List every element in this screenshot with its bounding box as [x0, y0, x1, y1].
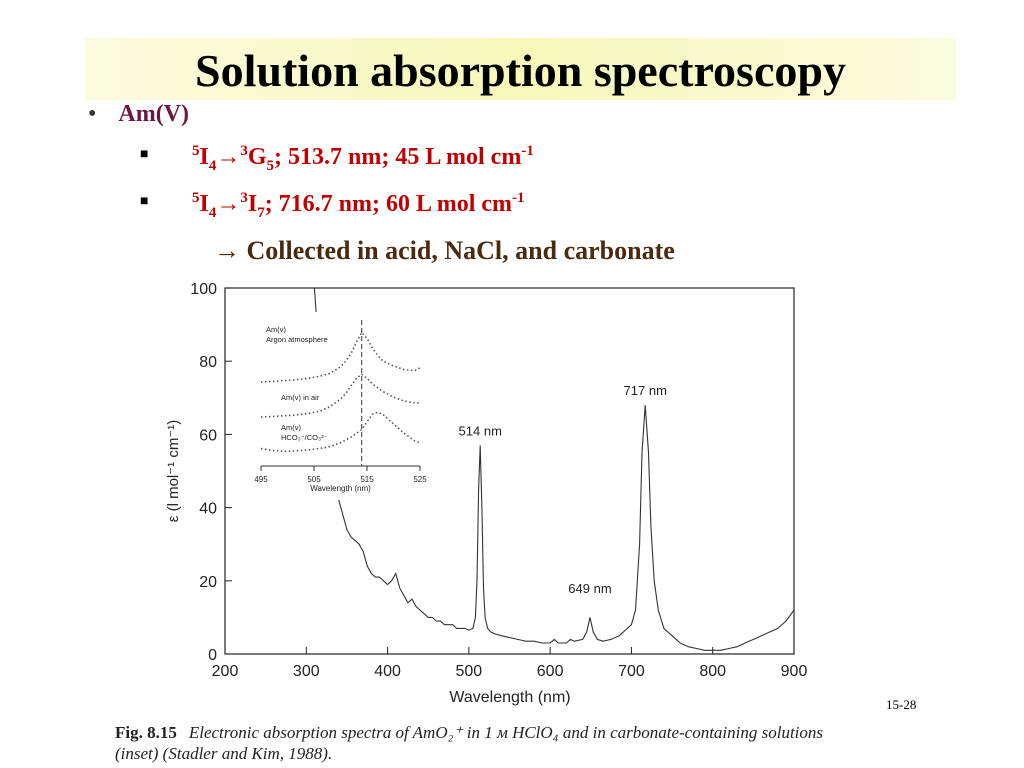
- term-sup: 5: [192, 143, 200, 159]
- right-arrow-icon: →: [214, 236, 240, 265]
- inset-x-tick-label: 495: [254, 475, 268, 484]
- x-tick-label: 500: [456, 663, 483, 680]
- unit-sup: -1: [512, 190, 525, 206]
- inset-series-label: HCO₃⁻/CO₃²⁻: [281, 433, 328, 442]
- inset-series-label: Am(v) in air: [281, 393, 320, 402]
- unit-sup: -1: [521, 143, 534, 159]
- y-tick-label: 60: [199, 427, 217, 444]
- transition-line-1: ■ 5I4→3G5; 513.7 nm; 45 L mol cm-1: [140, 143, 534, 175]
- bullet-label: Am(V): [118, 101, 190, 127]
- peak-annotation: 717 nm: [624, 383, 667, 398]
- inset-series-2: [260, 373, 420, 418]
- right-arrow-icon: →: [216, 144, 241, 170]
- square-bullet-icon: ■: [140, 147, 149, 163]
- page-number: 15-28: [886, 697, 917, 712]
- slide-title: Solution absorption spectroscopy: [195, 45, 846, 96]
- term-sup: 3: [240, 143, 248, 159]
- x-tick-label: 200: [212, 663, 239, 680]
- x-tick-label: 800: [699, 663, 726, 680]
- term-sup: 5: [192, 190, 200, 206]
- transition-detail: ; 716.7 nm; 60 L mol cm: [264, 191, 512, 217]
- x-tick-label: 400: [374, 663, 401, 680]
- transition-detail: ; 513.7 nm; 45 L mol cm: [274, 144, 522, 170]
- inset-x-tick-label: 505: [307, 475, 321, 484]
- term-sub: 5: [266, 157, 275, 174]
- note-text: Collected in acid, NaCl, and carbonate: [246, 236, 675, 265]
- x-tick-label: 900: [781, 663, 808, 680]
- bullet-am-v: • Am(V): [88, 101, 189, 128]
- term-sub: 7: [257, 204, 265, 221]
- figure-label: Fig. 8.15: [115, 723, 177, 742]
- y-tick-label: 20: [199, 574, 217, 591]
- x-tick-label: 600: [537, 663, 564, 680]
- term-sub: 4: [208, 204, 217, 221]
- x-tick-label: 700: [618, 663, 645, 680]
- figure-caption: Fig. 8.15 Electronic absorption spectra o…: [115, 722, 860, 764]
- term-main: I: [199, 191, 209, 217]
- x-tick-label: 300: [293, 663, 320, 680]
- y-tick-label: 0: [208, 647, 217, 664]
- inset-x-axis-label: Wavelength (nm): [310, 484, 371, 493]
- inset-x-tick-label: 515: [360, 475, 374, 484]
- y-tick-label: 40: [199, 501, 217, 518]
- caption-text: Electronic absorption spectra of AmO₂⁺ i…: [115, 723, 824, 763]
- note-line: → Collected in acid, NaCl, and carbonate: [214, 236, 675, 266]
- term-sup: 3: [240, 190, 248, 206]
- inset-series-label: Am(v): [266, 325, 286, 334]
- y-tick-label: 80: [199, 354, 217, 371]
- square-bullet-icon: ■: [140, 194, 149, 210]
- inset-x-tick-label: 525: [413, 475, 427, 484]
- inset-series-label: Argon atmosphere: [266, 335, 328, 344]
- peak-annotation: 649 nm: [568, 581, 611, 596]
- inset-background: [250, 312, 428, 500]
- title-band: [85, 38, 956, 100]
- y-axis-label: ε (l mol⁻¹ cm⁻¹): [165, 420, 182, 523]
- inset-series-3: [260, 411, 421, 453]
- term-main: I: [199, 144, 209, 170]
- term-sub: 4: [208, 157, 217, 174]
- inset-series-label: Am(v): [281, 423, 301, 432]
- bullet-dot-icon: •: [88, 101, 97, 127]
- y-tick-label: 100: [190, 281, 217, 298]
- term-main: G: [247, 144, 267, 170]
- plot-frame: [224, 287, 795, 655]
- spectrum-line: [313, 287, 795, 651]
- right-arrow-icon: →: [216, 191, 241, 217]
- x-axis-label: Wavelength (nm): [449, 689, 570, 706]
- term-main: I: [247, 191, 258, 217]
- peak-annotation: 514 nm: [459, 423, 502, 438]
- transition-line-2: ■ 5I4→3I7; 716.7 nm; 60 L mol cm-1: [140, 190, 525, 222]
